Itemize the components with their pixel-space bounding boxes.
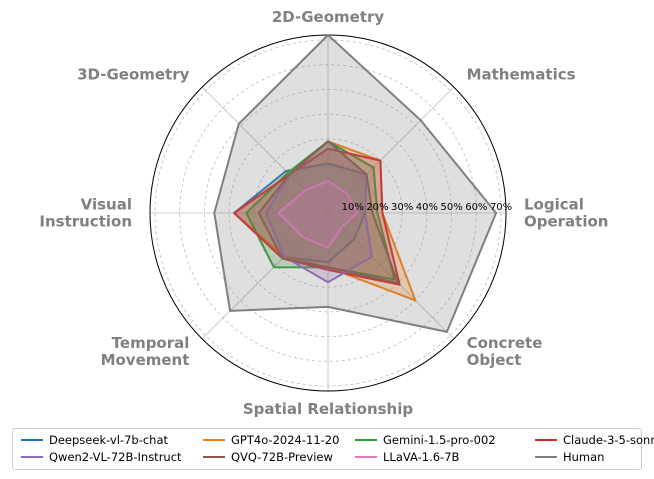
axis-spoke	[201, 212, 329, 340]
axis-label: 2D-Geometry	[272, 8, 385, 26]
axis-label: Concrete Object	[467, 334, 543, 369]
legend-swatch	[355, 439, 377, 441]
legend-item: LLaVA-1.6-7B	[355, 449, 459, 465]
legend-item: GPT4o-2024-11-20	[203, 432, 339, 448]
tick-label: 50%	[440, 202, 462, 213]
axis-label: Logical Operation	[524, 196, 608, 231]
legend-swatch	[535, 439, 557, 441]
legend-item: Claude-3-5-sonnet	[535, 432, 654, 448]
legend-item: Qwen2-VL-72B-Instruct	[21, 449, 182, 465]
legend-label: Claude-3-5-sonnet	[563, 433, 654, 447]
legend-label: Gemini-1.5-pro-002	[383, 433, 496, 447]
axis-label: Visual Instruction	[39, 196, 132, 231]
axis-label: Spatial Relationship	[243, 400, 413, 418]
axis-spoke	[201, 86, 329, 214]
legend-label: QVQ-72B-Preview	[231, 450, 333, 464]
legend-item: Deepseek-vl-7b-chat	[21, 432, 168, 448]
legend-label: Deepseek-vl-7b-chat	[49, 433, 169, 447]
series-llava-1-6-7b	[277, 179, 359, 249]
series-claude-3-5-sonnet	[233, 147, 401, 286]
tick-label: 30%	[391, 202, 413, 213]
tick-label: 40%	[416, 202, 438, 213]
tick-label: 10%	[342, 202, 364, 213]
legend-swatch	[203, 456, 225, 458]
axis-label: 3D-Geometry	[77, 65, 190, 83]
legend-swatch	[535, 456, 557, 458]
tick-label: 70%	[490, 202, 512, 213]
legend-swatch	[203, 439, 225, 441]
radar-chart: 10% 20% 30% 40% 50% 60% 70% 2D-Geometry Mathema…	[39, 8, 608, 418]
axis-spoke	[327, 86, 455, 214]
tick-label: 20%	[366, 202, 388, 213]
legend-label: GPT4o-2024-11-20	[231, 433, 340, 447]
legend: Deepseek-vl-7b-chat GPT4o-2024-11-20 Gemin…	[12, 428, 654, 470]
legend-label: Human	[563, 450, 605, 464]
series-qvq-72b-preview	[257, 140, 399, 284]
legend-swatch	[21, 456, 43, 458]
series-qwen2-vl-72b-instruct	[265, 140, 373, 284]
legend-swatch	[21, 439, 43, 441]
tick-label: 60%	[465, 202, 487, 213]
legend-label: Qwen2-VL-72B-Instruct	[49, 450, 182, 464]
legend-item: Human	[535, 449, 604, 465]
legend-swatch	[355, 456, 377, 458]
series-layer	[213, 34, 498, 333]
axis-labels: 2D-Geometry Mathematics Logical Operation Co…	[39, 8, 608, 418]
axis-label: Mathematics	[467, 65, 576, 83]
legend-item: QVQ-72B-Preview	[203, 449, 333, 465]
axis-label: Temporal Movement	[101, 334, 190, 369]
legend-item: Gemini-1.5-pro-002	[355, 432, 496, 448]
series-human	[213, 34, 498, 333]
legend-label: LLaVA-1.6-7B	[383, 450, 460, 464]
radial-ticks: 10% 20% 30% 40% 50% 60% 70%	[342, 202, 513, 213]
axis-spoke	[327, 212, 455, 340]
